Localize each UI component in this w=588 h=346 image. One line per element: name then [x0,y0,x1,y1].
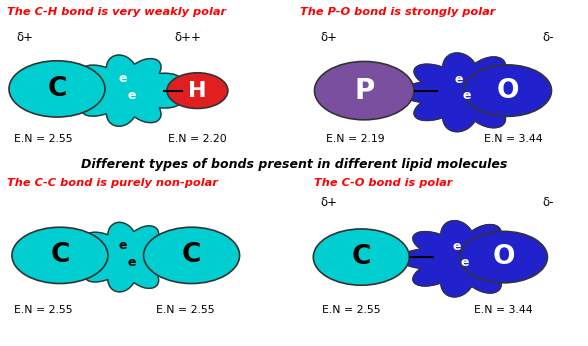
Text: The C-H bond is very weakly polar: The C-H bond is very weakly polar [7,7,226,17]
Text: e: e [462,89,471,102]
Text: O: O [496,78,519,103]
Text: E.N = 2.55: E.N = 2.55 [14,134,73,144]
Text: E.N = 2.19: E.N = 2.19 [326,134,385,144]
Text: e: e [452,240,461,253]
Circle shape [460,231,547,283]
Text: The P-O bond is strongly polar: The P-O bond is strongly polar [300,7,495,17]
Text: E.N = 3.44: E.N = 3.44 [484,134,543,144]
Text: H: H [188,81,207,101]
Polygon shape [75,222,178,292]
Text: E.N = 2.55: E.N = 2.55 [322,305,380,315]
Text: δ+: δ+ [320,196,338,209]
Text: E.N = 2.55: E.N = 2.55 [14,305,73,315]
Text: E.N = 2.55: E.N = 2.55 [156,305,215,315]
Text: δ+: δ+ [16,31,33,44]
Text: E.N = 2.20: E.N = 2.20 [168,134,227,144]
Text: P: P [354,76,375,104]
Polygon shape [400,221,524,297]
Text: e: e [127,256,136,269]
Circle shape [315,62,414,120]
Circle shape [464,65,552,116]
Text: e: e [127,89,136,102]
Text: δ-: δ- [543,31,554,44]
Circle shape [313,229,409,285]
Text: C: C [50,243,69,268]
Text: The C-C bond is purely non-polar: The C-C bond is purely non-polar [7,178,218,188]
Polygon shape [402,53,529,132]
Text: δ+: δ+ [320,31,338,44]
Text: e: e [119,72,128,85]
Text: e: e [119,239,128,252]
Text: e: e [455,73,463,86]
Text: Different types of bonds present in different lipid molecules: Different types of bonds present in diff… [81,158,507,171]
Text: O: O [492,244,514,270]
Text: C: C [47,76,66,102]
Text: C: C [352,244,371,270]
Text: δ-: δ- [543,196,554,209]
Text: C: C [182,243,201,268]
Polygon shape [71,55,181,126]
Text: e: e [460,256,469,269]
Circle shape [9,61,105,117]
Text: E.N = 3.44: E.N = 3.44 [475,305,533,315]
Text: δ++: δ++ [174,31,201,44]
Circle shape [143,227,239,283]
Text: The C-O bond is polar: The C-O bond is polar [315,178,453,188]
Circle shape [167,73,228,109]
Circle shape [12,227,108,283]
